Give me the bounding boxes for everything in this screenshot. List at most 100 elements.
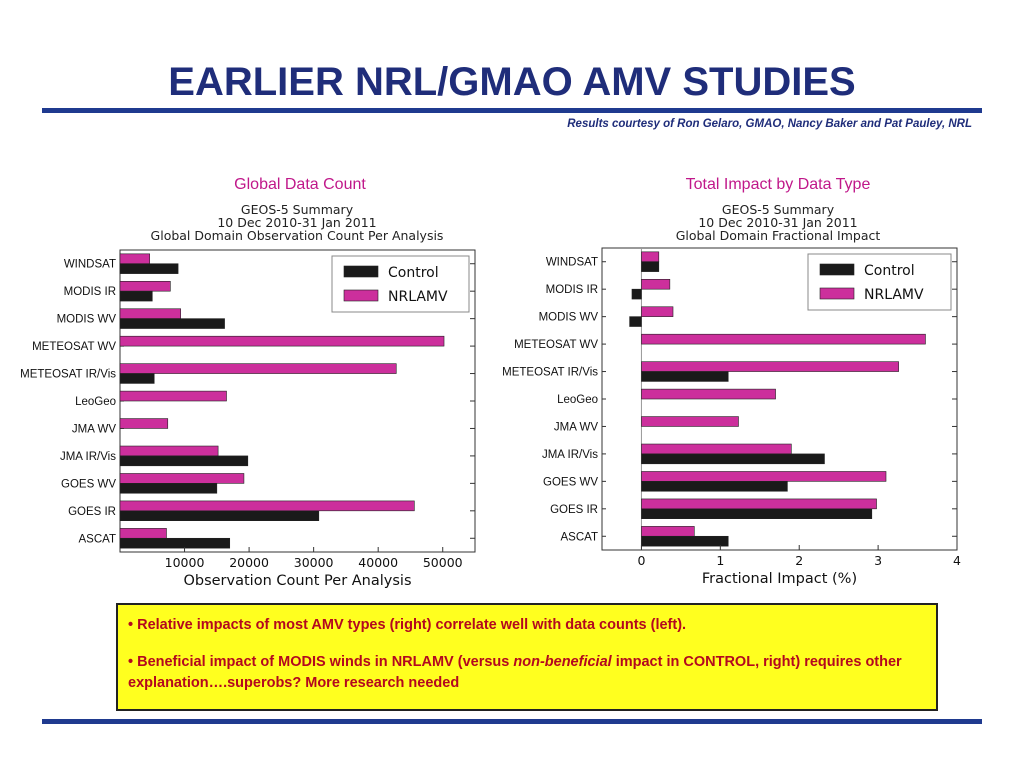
left-chart: GEOS-5 Summary 10 Dec 2010-31 Jan 2011 Glo… [0, 200, 480, 595]
category-label: LeoGeo [75, 396, 116, 408]
note-bullet-1: • Relative impacts of most AMV types (ri… [128, 617, 687, 633]
bar-control [641, 535, 729, 547]
bar-control [629, 316, 642, 327]
note-bullet-2: • Beneficial impact of MODIS winds in NR… [128, 652, 926, 694]
category-label: METEOSAT WV [514, 339, 598, 351]
x-tick-label: 4 [953, 553, 961, 568]
x-tick-label: 20000 [229, 555, 269, 570]
category-label: JMA WV [554, 421, 598, 433]
category-label: GOES WV [543, 476, 598, 488]
category-label: GOES WV [61, 478, 116, 490]
legend-label: Control [388, 265, 439, 281]
category-label: LeoGeo [557, 394, 598, 406]
bar-nrlamv [641, 471, 887, 482]
x-axis-label: Fractional Impact (%) [702, 571, 857, 587]
bar-control [631, 288, 642, 300]
chart-title-line: Global Domain Fractional Impact [676, 228, 881, 243]
note-bullet-2-emphasis: non-beneficial [513, 654, 612, 671]
bar-control [641, 508, 873, 520]
bar-nrlamv [119, 528, 167, 539]
legend-box [331, 255, 470, 313]
x-tick-label: 30000 [294, 555, 334, 570]
bar-nrlamv [119, 473, 245, 484]
legend-label: Control [864, 263, 915, 279]
bar-control [119, 483, 218, 494]
bar-nrlamv [119, 445, 219, 457]
legend-swatch [819, 287, 855, 300]
bar-nrlamv [641, 498, 877, 510]
bar-nrlamv [641, 361, 899, 372]
bar-control [119, 290, 153, 302]
legend-swatch [343, 289, 379, 302]
notes-box: • Relative impacts of most AMV types (ri… [116, 603, 938, 711]
chart-title-line: Global Domain Observation Count Per Anal… [151, 228, 444, 243]
left-chart-heading: Global Data Count [234, 176, 366, 193]
category-label: MODIS IR [546, 284, 598, 296]
bar-nrlamv [119, 308, 181, 319]
legend-swatch [819, 263, 855, 276]
legend-label: NRLAMV [864, 287, 924, 303]
credit-line: Results courtesy of Ron Gelaro, GMAO, Na… [567, 118, 972, 130]
bar-control [119, 510, 320, 522]
legend-label: NRLAMV [388, 289, 448, 305]
bar-nrlamv [119, 500, 415, 512]
legend-box [807, 253, 952, 311]
x-tick-label: 10000 [165, 555, 205, 570]
x-tick-label: 2 [795, 553, 803, 568]
note-bullet-2-pre: • Beneficial impact of MODIS winds in NR… [128, 654, 514, 671]
bottom-rule [42, 719, 982, 724]
bar-nrlamv [119, 363, 397, 374]
chart-title-line: 10 Dec 2010-31 Jan 2011 [217, 215, 376, 230]
x-tick-label: 40000 [358, 555, 398, 570]
bar-nrlamv [119, 418, 169, 429]
category-label: MODIS IR [64, 286, 116, 298]
category-label: METEOSAT IR/Vis [502, 367, 598, 379]
x-tick-label: 1 [716, 553, 724, 568]
bar-nrlamv [641, 388, 776, 400]
bar-nrlamv [641, 306, 674, 317]
bar-control [119, 263, 179, 274]
bar-nrlamv [641, 416, 739, 427]
bar-nrlamv [641, 278, 671, 290]
category-label: METEOSAT IR/Vis [20, 369, 116, 381]
bar-nrlamv [119, 335, 445, 347]
bar-control [119, 318, 225, 329]
category-label: JMA IR/Vis [60, 451, 116, 463]
chart-title-line: 10 Dec 2010-31 Jan 2011 [698, 215, 857, 230]
x-tick-label: 3 [874, 553, 882, 568]
bar-nrlamv [641, 526, 695, 537]
bar-nrlamv [641, 333, 926, 345]
top-rule [42, 108, 982, 113]
category-label: WINDSAT [64, 259, 116, 271]
x-tick-label: 0 [637, 553, 645, 568]
category-label: GOES IR [68, 506, 116, 518]
slide-title: EARLIER NRL/GMAO AMV STUDIES [168, 60, 856, 104]
category-label: MODIS WV [539, 312, 599, 324]
category-label: GOES IR [550, 504, 598, 516]
bar-control [641, 453, 825, 465]
bar-nrlamv [119, 253, 150, 265]
category-label: ASCAT [79, 533, 117, 545]
bar-control [641, 371, 729, 382]
legend-swatch [343, 265, 379, 278]
bar-nrlamv [119, 390, 227, 402]
x-tick-label: 50000 [423, 555, 463, 570]
bar-nrlamv [119, 280, 171, 292]
bar-nrlamv [641, 443, 792, 455]
chart-title-line: GEOS-5 Summary [241, 202, 354, 217]
category-label: METEOSAT WV [32, 341, 116, 353]
right-chart: GEOS-5 Summary 10 Dec 2010-31 Jan 2011 Glo… [490, 200, 980, 595]
right-chart-heading: Total Impact by Data Type [685, 176, 871, 193]
bar-control [641, 481, 788, 492]
note-bullet-2-post: impact in CONTROL, right) requires other… [128, 654, 902, 692]
category-label: JMA WV [72, 423, 116, 435]
category-label: WINDSAT [546, 257, 598, 269]
bar-control [119, 537, 231, 549]
bar-nrlamv [641, 251, 660, 263]
bar-control [119, 455, 249, 467]
category-label: JMA IR/Vis [542, 449, 598, 461]
bar-control [119, 373, 155, 384]
x-axis-label: Observation Count Per Analysis [183, 573, 411, 589]
